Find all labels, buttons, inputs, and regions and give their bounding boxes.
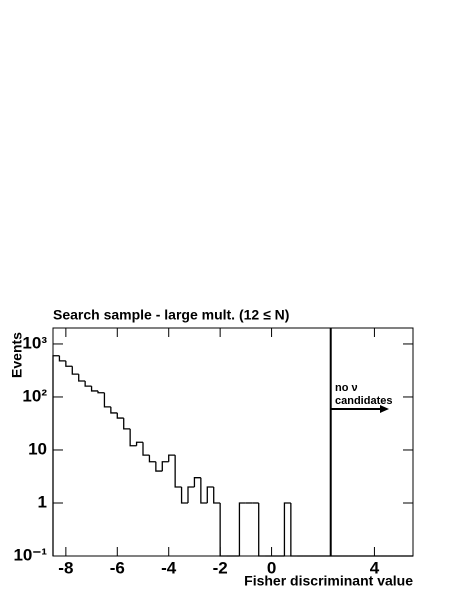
chart-title: Search sample - large mult. (12 ≤ N) [53, 307, 289, 323]
histogram-bin [58, 355, 66, 362]
annotation: candidates [335, 395, 392, 407]
y-tick-label: 10⁻¹ [13, 545, 47, 564]
y-tick-label: 10² [22, 386, 47, 405]
x-tick-label: -6 [110, 558, 125, 577]
histogram-bin [65, 360, 73, 367]
histogram-bin [174, 455, 182, 488]
histogram-bin [135, 441, 143, 446]
x-tick-label: -4 [161, 558, 177, 577]
histogram-bin [103, 392, 111, 408]
histogram-bin [200, 477, 208, 504]
histogram-bin [90, 386, 98, 392]
plot-frame [52, 327, 414, 557]
histogram-bin [206, 486, 214, 503]
histogram-bin [168, 454, 176, 462]
x-tick-label: 4 [370, 558, 380, 577]
histogram-bin [110, 406, 118, 414]
histogram-bin [283, 502, 291, 556]
arrow-head [380, 405, 389, 413]
x-tick-label: 0 [267, 558, 276, 577]
histogram-bin [219, 502, 227, 557]
histogram-bin [116, 412, 124, 419]
histogram-bin [213, 487, 221, 504]
x-axis-label: Fisher discriminant value [244, 573, 413, 589]
y-tick-label: 1 [38, 492, 47, 511]
histogram-bin [187, 486, 195, 503]
histogram-bin [161, 461, 169, 472]
y-axis-label: Events [9, 332, 25, 378]
y-tick-label: 10 [28, 439, 47, 458]
histogram-bin [129, 428, 137, 447]
histogram-bin [258, 502, 266, 557]
histogram-bin [71, 366, 79, 375]
histogram-bin [142, 442, 150, 456]
x-tick-label: -8 [58, 558, 73, 577]
histogram-bin [97, 390, 105, 394]
y-tick-label: 10³ [22, 333, 47, 352]
histogram-bin [78, 374, 86, 382]
histogram-bin [290, 502, 298, 557]
histogram-bin [84, 381, 92, 387]
histogram-bin [148, 455, 156, 463]
annotation: no ν [335, 382, 358, 394]
histogram-bin [238, 502, 246, 556]
histogram-bin [123, 418, 131, 430]
histogram-bin [52, 355, 60, 556]
x-tick-label: -2 [213, 558, 228, 577]
histogram-bin [180, 487, 188, 504]
histogram-bin [193, 477, 201, 488]
histogram-bin [155, 461, 163, 472]
